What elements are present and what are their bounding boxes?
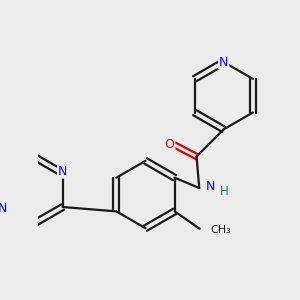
- Text: N: N: [206, 180, 215, 194]
- Text: O: O: [164, 138, 174, 151]
- Text: N: N: [0, 202, 7, 214]
- Text: H: H: [220, 185, 229, 198]
- Text: CH₃: CH₃: [211, 225, 231, 235]
- Text: N: N: [58, 165, 68, 178]
- Text: N: N: [219, 56, 228, 68]
